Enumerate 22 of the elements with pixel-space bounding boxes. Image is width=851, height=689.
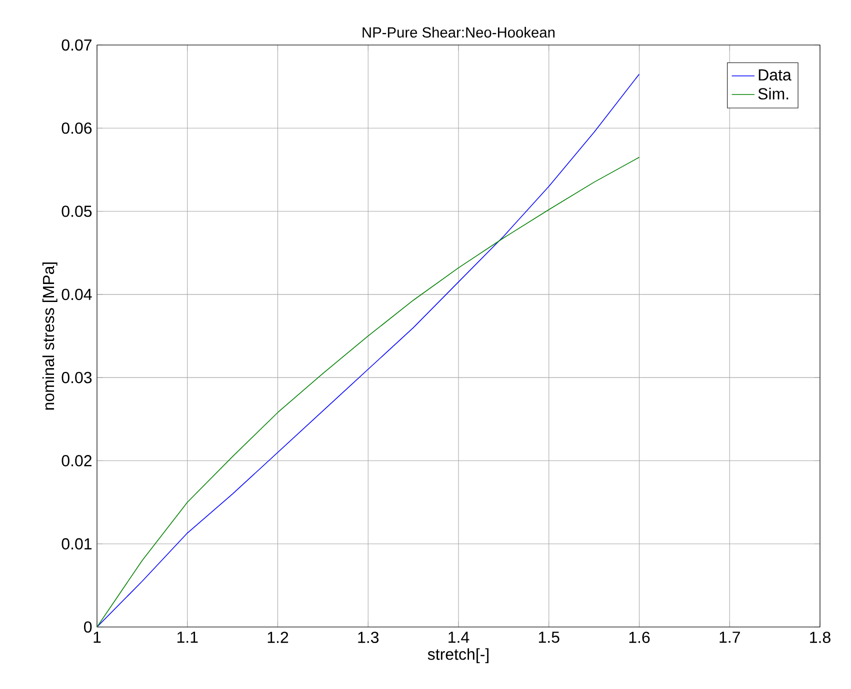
legend-label: Sim. xyxy=(758,88,788,100)
x-tick-label: 1.8 xyxy=(810,632,830,644)
y-tick-label: 0.03 xyxy=(62,372,92,384)
y-tick-label: 0.06 xyxy=(62,122,92,134)
x-tick-label: 1.1 xyxy=(177,632,198,643)
chart-title: NP-Pure Shear:Neo-Hookean xyxy=(362,26,555,38)
y-tick-label: 0.01 xyxy=(62,538,92,550)
y-tick-label: 0.04 xyxy=(62,288,92,300)
y-tick-label: 0.05 xyxy=(62,206,92,217)
y-tick-label: 0 xyxy=(84,621,92,633)
y-tick-label: 0.02 xyxy=(62,455,92,466)
y-axis-title: nominal stress [MPa] xyxy=(42,262,58,410)
x-tick-label: 1.4 xyxy=(448,632,470,643)
x-tick-label: 1.2 xyxy=(268,632,288,643)
y-tick-label: 0.07 xyxy=(62,39,92,51)
x-tick-label: 1.7 xyxy=(720,632,740,643)
x-tick-label: 1.6 xyxy=(629,632,650,644)
x-tick-label: 1 xyxy=(94,632,101,643)
x-tick-label: 1.5 xyxy=(538,632,560,643)
x-axis-title: stretch[-] xyxy=(428,648,488,664)
legend-label: Data xyxy=(758,69,792,81)
x-tick-label: 1.3 xyxy=(358,632,379,644)
